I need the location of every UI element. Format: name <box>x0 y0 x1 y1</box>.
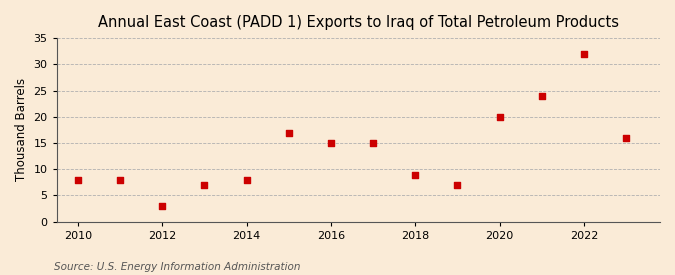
Point <box>537 94 547 98</box>
Point <box>368 141 379 145</box>
Point <box>241 178 252 182</box>
Point <box>452 183 463 187</box>
Text: Source: U.S. Energy Information Administration: Source: U.S. Energy Information Administ… <box>54 262 300 272</box>
Y-axis label: Thousand Barrels: Thousand Barrels <box>15 78 28 182</box>
Point <box>578 52 589 56</box>
Point <box>157 204 167 208</box>
Point <box>199 183 210 187</box>
Title: Annual East Coast (PADD 1) Exports to Iraq of Total Petroleum Products: Annual East Coast (PADD 1) Exports to Ir… <box>98 15 619 30</box>
Point <box>325 141 336 145</box>
Point <box>284 130 294 135</box>
Point <box>115 178 126 182</box>
Point <box>410 172 421 177</box>
Point <box>72 178 83 182</box>
Point <box>494 115 505 119</box>
Point <box>621 136 632 140</box>
